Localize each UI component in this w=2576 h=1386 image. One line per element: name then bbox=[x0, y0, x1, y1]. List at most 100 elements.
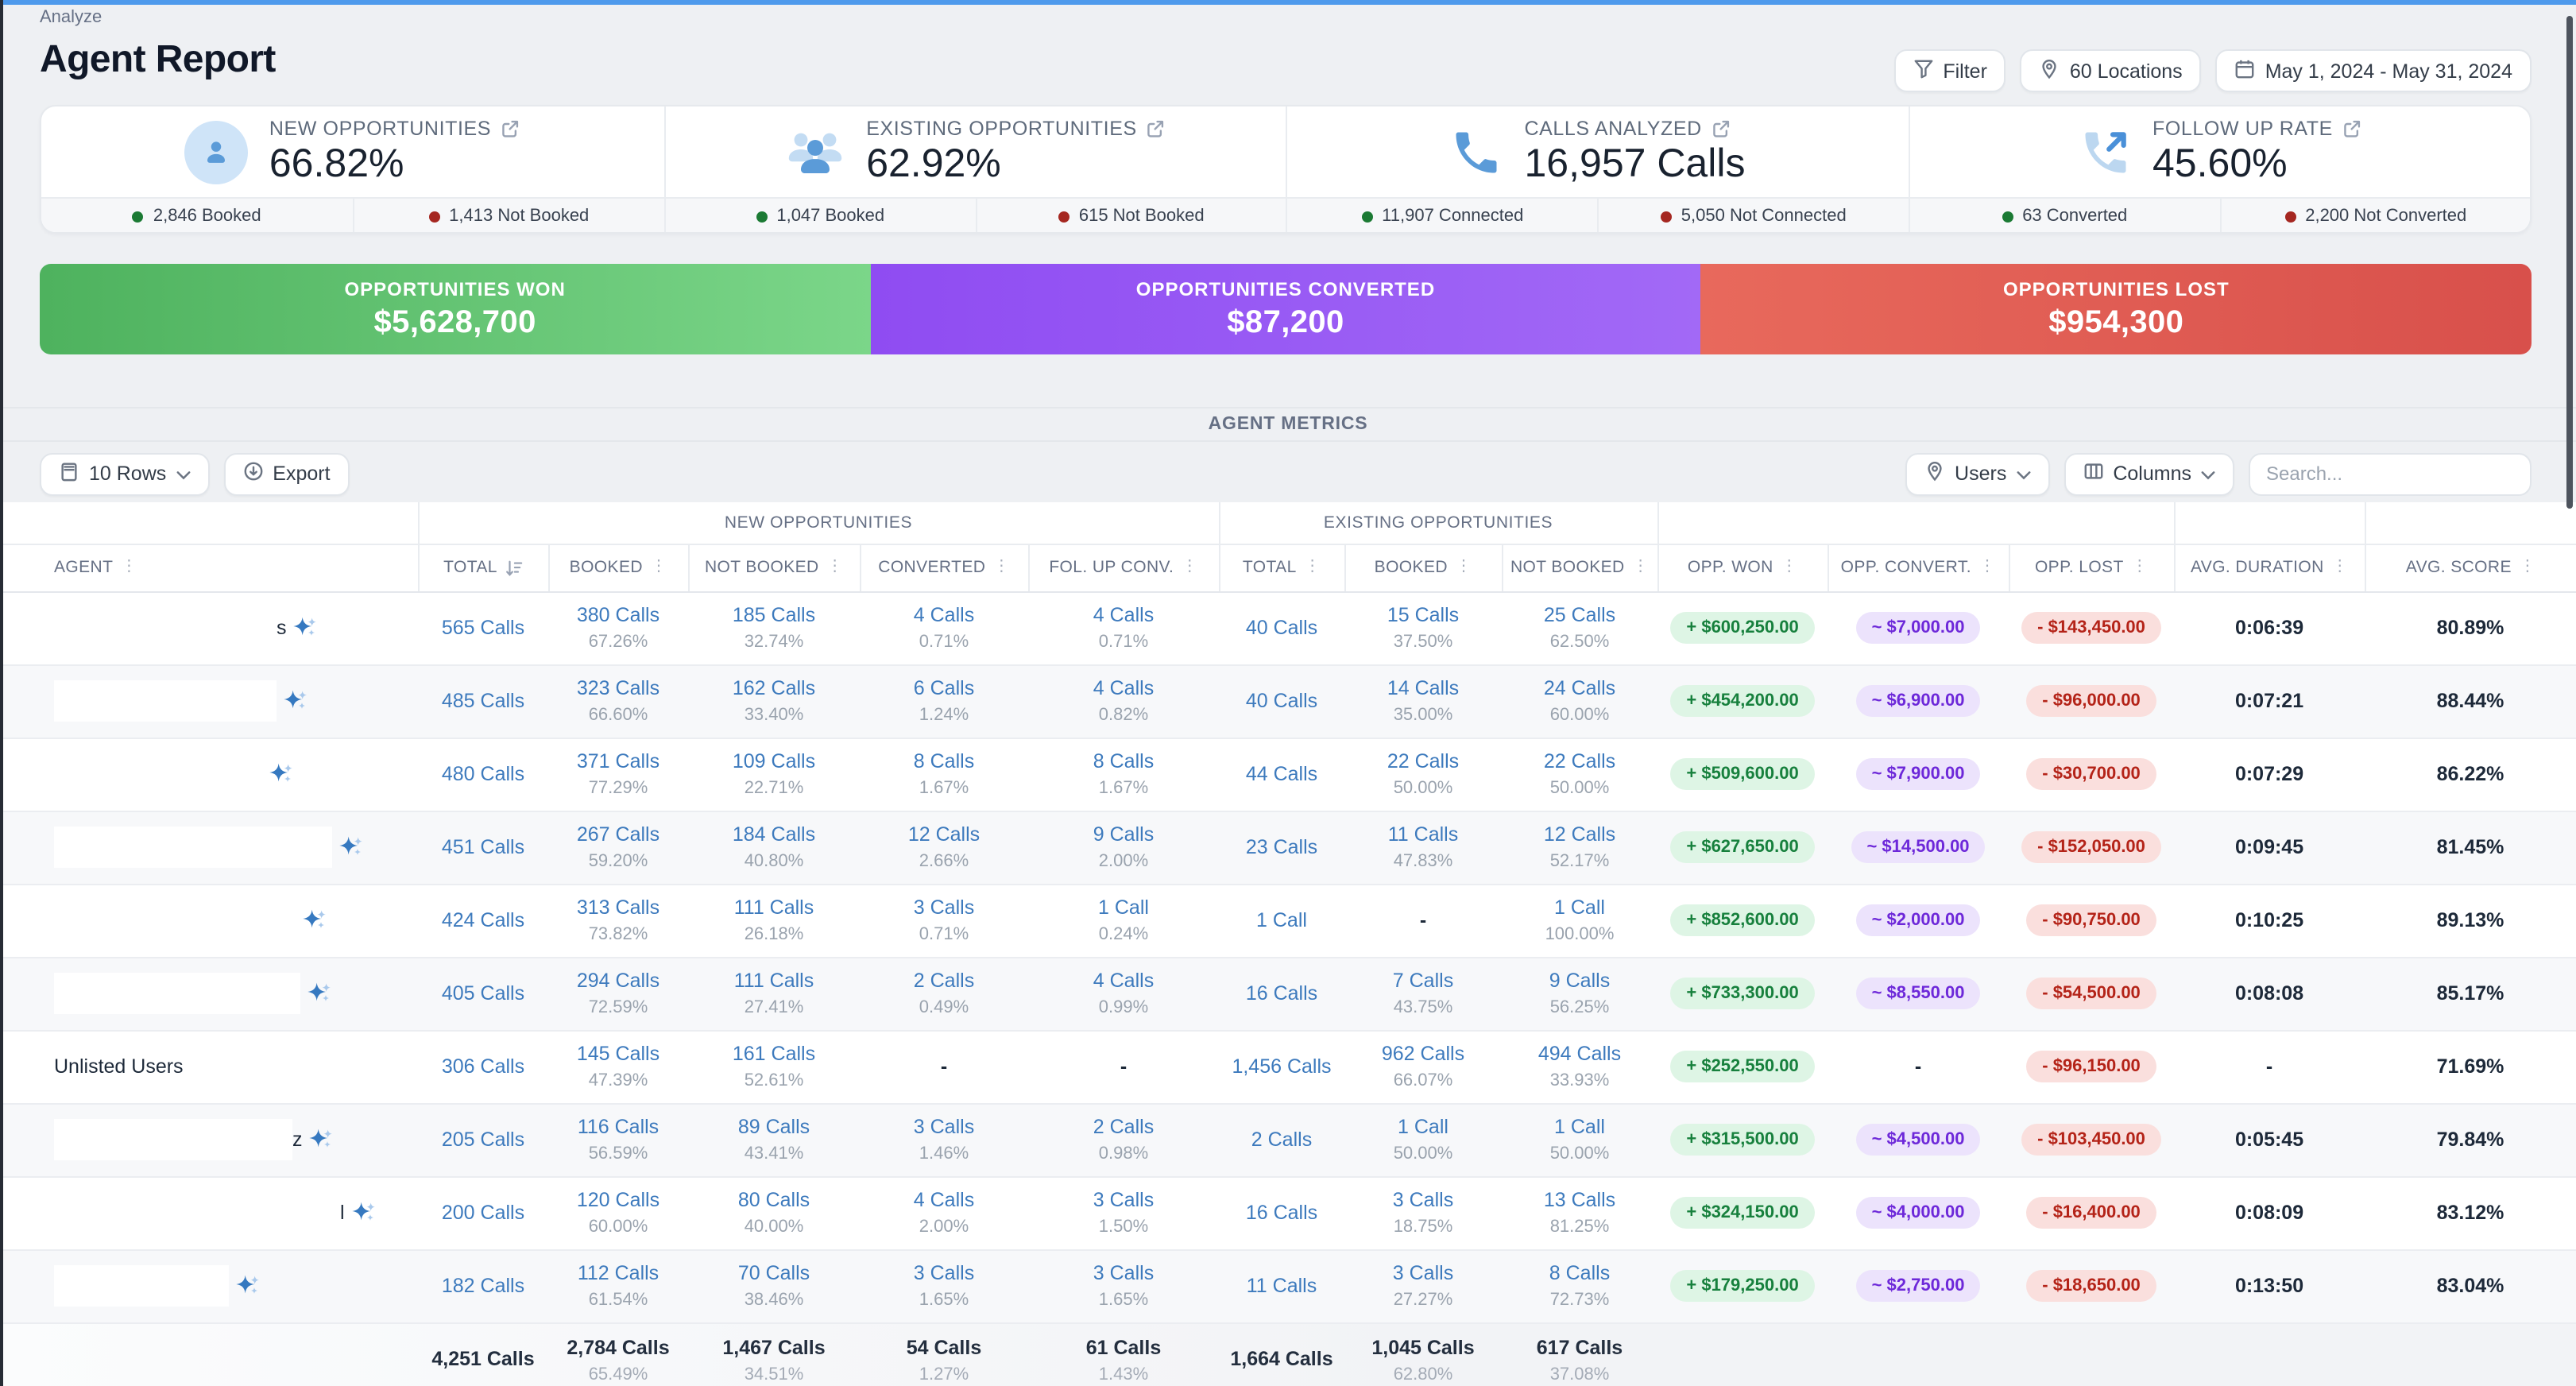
column-menu-icon[interactable]: ⋮ bbox=[121, 558, 137, 575]
calls-link[interactable]: 162 Calls bbox=[732, 677, 816, 700]
calls-link[interactable]: 451 Calls bbox=[441, 836, 525, 858]
calls-link[interactable]: 11 Calls bbox=[1387, 823, 1459, 846]
users-filter-button[interactable]: Users bbox=[1905, 452, 2050, 495]
calls-link[interactable]: 9 Calls bbox=[1549, 970, 1611, 993]
calls-link[interactable]: 89 Calls bbox=[737, 1116, 810, 1139]
column-header-opp-convert-[interactable]: OPP. CONVERT. ⋮ bbox=[1827, 544, 2009, 592]
search-input[interactable] bbox=[2249, 452, 2532, 495]
calls-link[interactable]: 424 Calls bbox=[441, 909, 525, 931]
calls-link[interactable]: 962 Calls bbox=[1381, 1043, 1465, 1066]
column-header-agent[interactable]: AGENT ⋮ bbox=[0, 544, 418, 592]
calls-link[interactable]: 371 Calls bbox=[576, 750, 660, 773]
column-header-booked[interactable]: BOOKED ⋮ bbox=[1344, 544, 1502, 592]
column-header-avg-duration[interactable]: AVG. DURATION ⋮ bbox=[2173, 544, 2365, 592]
column-header-total[interactable]: TOTAL bbox=[417, 544, 548, 592]
calls-link[interactable]: 161 Calls bbox=[732, 1043, 816, 1066]
calls-link[interactable]: 1 Call bbox=[1398, 1116, 1449, 1139]
calls-link[interactable]: 16 Calls bbox=[1245, 982, 1318, 1005]
calls-link[interactable]: 3 Calls bbox=[913, 1262, 975, 1285]
calls-link[interactable]: 480 Calls bbox=[441, 763, 525, 785]
calls-link[interactable]: 15 Calls bbox=[1387, 604, 1460, 627]
calls-link[interactable]: 485 Calls bbox=[441, 690, 525, 712]
external-link-icon[interactable] bbox=[501, 118, 520, 137]
calls-link[interactable]: 4 Calls bbox=[1093, 677, 1155, 700]
column-header-opp-won[interactable]: OPP. WON ⋮ bbox=[1657, 544, 1828, 592]
columns-button[interactable]: Columns bbox=[2064, 452, 2234, 495]
calls-link[interactable]: 200 Calls bbox=[441, 1202, 525, 1224]
calls-link[interactable]: 313 Calls bbox=[576, 896, 660, 919]
calls-link[interactable]: 120 Calls bbox=[576, 1189, 660, 1212]
column-menu-icon[interactable]: ⋮ bbox=[1304, 558, 1321, 575]
filter-button[interactable]: Filter bbox=[1893, 49, 2006, 92]
calls-link[interactable]: 22 Calls bbox=[1543, 750, 1616, 773]
column-header-booked[interactable]: BOOKED ⋮ bbox=[547, 544, 688, 592]
calls-link[interactable]: 111 Calls bbox=[733, 896, 814, 919]
calls-link[interactable]: 145 Calls bbox=[576, 1043, 660, 1066]
calls-link[interactable]: 3 Calls bbox=[913, 896, 975, 919]
calls-link[interactable]: 1 Call bbox=[1554, 896, 1605, 919]
sort-descending-icon[interactable] bbox=[505, 559, 523, 576]
column-header-opp-lost[interactable]: OPP. LOST ⋮ bbox=[2008, 544, 2175, 592]
calls-link[interactable]: 2 Calls bbox=[1251, 1129, 1313, 1151]
column-header-fol-up-conv-[interactable]: FOL. UP CONV. ⋮ bbox=[1027, 544, 1219, 592]
calls-link[interactable]: 3 Calls bbox=[1093, 1189, 1155, 1212]
external-link-icon[interactable] bbox=[1147, 118, 1166, 137]
column-menu-icon[interactable]: ⋮ bbox=[1978, 558, 1996, 575]
calls-link[interactable]: 14 Calls bbox=[1387, 677, 1460, 700]
calls-link[interactable]: 16 Calls bbox=[1245, 1202, 1318, 1224]
vertical-scrollbar-thumb[interactable] bbox=[2566, 16, 2573, 509]
calls-link[interactable]: 1 Call bbox=[1256, 909, 1307, 931]
column-menu-icon[interactable]: ⋮ bbox=[1781, 558, 1798, 575]
calls-link[interactable]: 4 Calls bbox=[1093, 604, 1155, 627]
column-menu-icon[interactable]: ⋮ bbox=[1632, 558, 1650, 575]
calls-link[interactable]: 323 Calls bbox=[576, 677, 660, 700]
calls-link[interactable]: 8 Calls bbox=[913, 750, 975, 773]
calls-link[interactable]: 109 Calls bbox=[732, 750, 816, 773]
calls-link[interactable]: 12 Calls bbox=[907, 823, 981, 846]
calls-link[interactable]: 2 Calls bbox=[1093, 1116, 1155, 1139]
calls-link[interactable]: 3 Calls bbox=[913, 1116, 975, 1139]
column-menu-icon[interactable]: ⋮ bbox=[1455, 558, 1472, 575]
calls-link[interactable]: 494 Calls bbox=[1537, 1043, 1622, 1066]
calls-link[interactable]: 1 Call bbox=[1098, 896, 1149, 919]
calls-link[interactable]: 11 Calls bbox=[1246, 1275, 1317, 1297]
calls-link[interactable]: 1 Call bbox=[1554, 1116, 1605, 1139]
calls-link[interactable]: 3 Calls bbox=[1392, 1262, 1454, 1285]
calls-link[interactable]: 13 Calls bbox=[1543, 1189, 1616, 1212]
calls-link[interactable]: 22 Calls bbox=[1387, 750, 1460, 773]
calls-link[interactable]: 267 Calls bbox=[576, 823, 660, 846]
calls-link[interactable]: 205 Calls bbox=[441, 1129, 525, 1151]
calls-link[interactable]: 185 Calls bbox=[732, 604, 816, 627]
locations-button[interactable]: 60 Locations bbox=[2020, 49, 2202, 92]
external-link-icon[interactable] bbox=[2342, 118, 2361, 137]
calls-link[interactable]: 2 Calls bbox=[913, 970, 975, 993]
calls-link[interactable]: 25 Calls bbox=[1543, 604, 1616, 627]
column-header-not-booked[interactable]: NOT BOOKED ⋮ bbox=[687, 544, 860, 592]
column-menu-icon[interactable]: ⋮ bbox=[1182, 558, 1198, 575]
export-button[interactable]: Export bbox=[223, 452, 350, 495]
column-menu-icon[interactable]: ⋮ bbox=[993, 558, 1010, 575]
calls-link[interactable]: 9 Calls bbox=[1093, 823, 1155, 846]
calls-link[interactable]: 184 Calls bbox=[732, 823, 816, 846]
calls-link[interactable]: 565 Calls bbox=[441, 617, 525, 639]
column-header-converted[interactable]: CONVERTED ⋮ bbox=[859, 544, 1028, 592]
calls-link[interactable]: 44 Calls bbox=[1245, 763, 1318, 785]
calls-link[interactable]: 4 Calls bbox=[1093, 970, 1155, 993]
calls-link[interactable]: 4 Calls bbox=[913, 1189, 975, 1212]
calls-link[interactable]: 3 Calls bbox=[1093, 1262, 1155, 1285]
column-menu-icon[interactable]: ⋮ bbox=[2519, 558, 2536, 575]
calls-link[interactable]: 380 Calls bbox=[576, 604, 660, 627]
breadcrumb[interactable]: Analyze bbox=[40, 8, 102, 27]
calls-link[interactable]: 80 Calls bbox=[737, 1189, 810, 1212]
column-menu-icon[interactable]: ⋮ bbox=[650, 558, 667, 575]
calls-link[interactable]: 40 Calls bbox=[1245, 617, 1318, 639]
column-menu-icon[interactable]: ⋮ bbox=[826, 558, 844, 575]
calls-link[interactable]: 1,456 Calls bbox=[1232, 1055, 1332, 1078]
column-header-not-booked[interactable]: NOT BOOKED ⋮ bbox=[1500, 544, 1658, 592]
calls-link[interactable]: 40 Calls bbox=[1245, 690, 1318, 712]
calls-link[interactable]: 294 Calls bbox=[576, 970, 660, 993]
calls-link[interactable]: 12 Calls bbox=[1543, 823, 1616, 846]
calls-link[interactable]: 24 Calls bbox=[1543, 677, 1616, 700]
calls-link[interactable]: 8 Calls bbox=[1093, 750, 1155, 773]
calls-link[interactable]: 116 Calls bbox=[577, 1116, 659, 1139]
